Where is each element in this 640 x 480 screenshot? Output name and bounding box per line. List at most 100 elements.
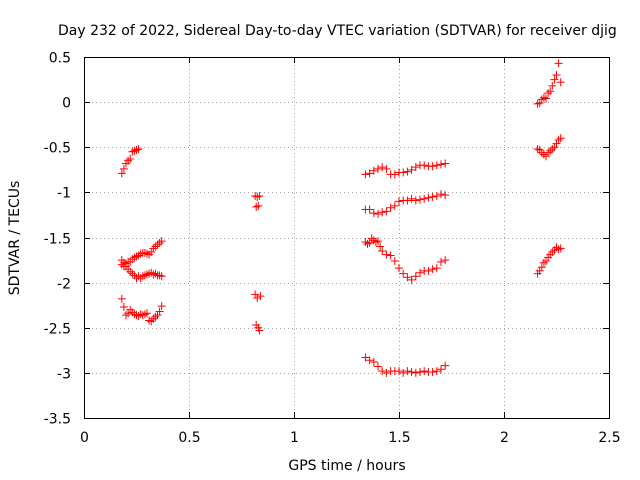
series-pass-13 [533, 243, 565, 278]
data-point [411, 163, 420, 172]
data-point [378, 163, 387, 172]
data-point [149, 270, 158, 279]
data-point [361, 238, 370, 247]
data-point [157, 302, 166, 311]
data-point [157, 237, 166, 246]
data-point [437, 365, 445, 374]
data-point [149, 314, 158, 323]
grid-lines [84, 57, 609, 418]
series-pass-6 [251, 290, 265, 335]
data-point [544, 89, 553, 98]
series-pass-8 [361, 190, 450, 219]
x-tick-label: 2.5 [598, 430, 620, 446]
data-point [117, 169, 126, 178]
data-point [395, 264, 403, 273]
data-point [437, 257, 445, 266]
series-pass-11 [533, 59, 565, 108]
data-point [153, 240, 162, 249]
data-point [535, 266, 544, 275]
data-point [416, 268, 424, 277]
data-point [361, 353, 370, 362]
y-tick-label: -0.5 [44, 141, 71, 157]
data-point [143, 309, 151, 318]
series-pass-10 [361, 353, 450, 377]
x-tick-label: 1 [290, 430, 299, 446]
data-point [432, 264, 441, 273]
data-point [134, 251, 143, 260]
data-point [130, 253, 139, 262]
data-point [124, 309, 133, 318]
data-point [390, 170, 399, 179]
data-point [420, 367, 429, 376]
data-point [403, 167, 412, 176]
data-point [369, 209, 378, 218]
data-point [132, 252, 141, 261]
data-point [432, 367, 441, 376]
data-point [428, 265, 437, 274]
data-point [252, 202, 261, 211]
series-pass-12 [533, 134, 565, 161]
data-point [546, 87, 555, 96]
data-point [134, 145, 143, 154]
data-point [437, 190, 445, 199]
data-point [546, 146, 555, 155]
y-tick-label: 0.5 [49, 51, 71, 67]
data-point [138, 311, 147, 320]
data-point [126, 267, 135, 276]
data-point [403, 273, 412, 282]
data-point [147, 247, 156, 256]
data-point [428, 162, 437, 171]
data-point [369, 166, 378, 175]
data-point [365, 356, 374, 365]
data-point [548, 145, 557, 154]
data-point [552, 139, 561, 148]
data-point [361, 170, 370, 179]
data-point [539, 150, 548, 159]
data-point [363, 239, 372, 248]
data-point [416, 195, 424, 204]
x-tick-label: 0 [80, 430, 89, 446]
series-pass-1 [117, 145, 143, 178]
data-point [382, 164, 391, 173]
data-point [155, 238, 164, 247]
data-point [365, 205, 374, 214]
data-point [533, 145, 542, 154]
data-point [153, 311, 162, 320]
data-point [155, 307, 164, 316]
data-point [378, 367, 387, 376]
x-tick-label: 2 [500, 430, 509, 446]
data-point [416, 367, 424, 376]
data-point [134, 312, 143, 321]
data-point [542, 94, 550, 103]
series-pass-7 [361, 159, 450, 179]
data-point [554, 59, 563, 68]
data-point [552, 243, 561, 252]
data-point [122, 311, 130, 320]
data-point [365, 238, 374, 247]
data-point [128, 308, 137, 317]
data-point [399, 168, 408, 177]
data-point [256, 292, 265, 301]
series-pass-5 [251, 191, 264, 211]
data-point [432, 191, 441, 200]
data-point [140, 271, 149, 280]
data-point [374, 362, 382, 371]
data-point [151, 312, 160, 321]
data-point [147, 268, 156, 277]
data-point [369, 236, 378, 245]
data-point [149, 244, 158, 253]
data-point [556, 134, 565, 143]
data-point [403, 367, 412, 376]
y-tick-label: -2 [57, 277, 71, 293]
series-pass-9 [361, 234, 450, 284]
data-point [395, 367, 403, 376]
data-point [411, 368, 420, 377]
data-points [117, 59, 565, 377]
data-point [420, 194, 429, 203]
data-point [255, 326, 264, 335]
data-point [441, 361, 450, 370]
data-point [550, 75, 559, 84]
data-point [407, 275, 416, 284]
series-pass-3 [117, 256, 166, 283]
data-point [407, 194, 416, 203]
